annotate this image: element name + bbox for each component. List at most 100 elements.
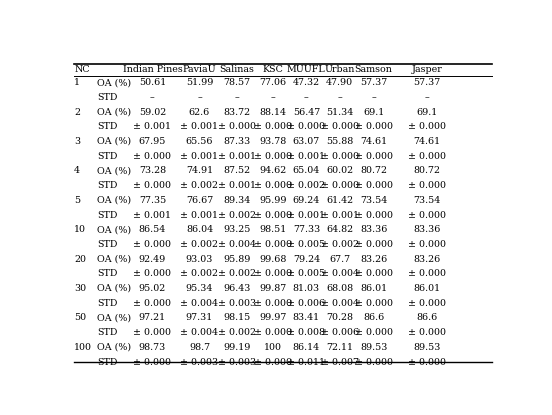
Text: 86.01: 86.01: [413, 284, 440, 293]
Text: ± 0.004: ± 0.004: [321, 269, 359, 278]
Text: 98.51: 98.51: [259, 225, 286, 234]
Text: 20: 20: [74, 255, 86, 264]
Text: ± 0.002: ± 0.002: [181, 181, 219, 190]
Text: ± 0.002: ± 0.002: [218, 328, 256, 337]
Text: ± 0.002: ± 0.002: [288, 181, 326, 190]
Text: ± 0.000: ± 0.000: [407, 210, 445, 220]
Text: 93.03: 93.03: [186, 255, 213, 264]
Text: ± 0.006: ± 0.006: [288, 299, 326, 308]
Text: 69.1: 69.1: [363, 107, 384, 117]
Text: ± 0.000: ± 0.000: [253, 299, 291, 308]
Text: 95.02: 95.02: [139, 284, 166, 293]
Text: ± 0.002: ± 0.002: [218, 269, 256, 278]
Text: ± 0.002: ± 0.002: [321, 240, 359, 249]
Text: 4: 4: [74, 166, 80, 176]
Text: STD: STD: [97, 152, 117, 161]
Text: 89.34: 89.34: [224, 196, 251, 205]
Text: ± 0.000: ± 0.000: [134, 269, 172, 278]
Text: ± 0.000: ± 0.000: [134, 357, 172, 366]
Text: 55.88: 55.88: [326, 137, 353, 146]
Text: STD: STD: [97, 299, 117, 308]
Text: 70.28: 70.28: [326, 313, 353, 322]
Text: 83.41: 83.41: [293, 313, 320, 322]
Text: 80.72: 80.72: [360, 166, 387, 176]
Text: 65.04: 65.04: [293, 166, 320, 176]
Text: ± 0.000: ± 0.000: [218, 122, 256, 131]
Text: ± 0.000: ± 0.000: [134, 152, 172, 161]
Text: 93.25: 93.25: [224, 225, 251, 234]
Text: 97.31: 97.31: [186, 313, 213, 322]
Text: 89.53: 89.53: [360, 343, 388, 352]
Text: 95.99: 95.99: [259, 196, 286, 205]
Text: ± 0.002: ± 0.002: [181, 269, 219, 278]
Text: 95.34: 95.34: [186, 284, 213, 293]
Text: ± 0.000: ± 0.000: [253, 181, 291, 190]
Text: ± 0.006: ± 0.006: [321, 328, 359, 337]
Text: 98.15: 98.15: [224, 313, 251, 322]
Text: 81.03: 81.03: [293, 284, 320, 293]
Text: 99.19: 99.19: [224, 343, 251, 352]
Text: 1: 1: [74, 78, 80, 87]
Text: 47.32: 47.32: [293, 78, 320, 87]
Text: 57.37: 57.37: [360, 78, 387, 87]
Text: ± 0.000: ± 0.000: [253, 357, 291, 366]
Text: ± 0.004: ± 0.004: [321, 299, 359, 308]
Text: ± 0.005: ± 0.005: [288, 269, 326, 278]
Text: ± 0.000: ± 0.000: [407, 152, 445, 161]
Text: OA (%): OA (%): [97, 313, 131, 322]
Text: ± 0.000: ± 0.000: [354, 240, 392, 249]
Text: ± 0.002: ± 0.002: [181, 240, 219, 249]
Text: 30: 30: [74, 284, 86, 293]
Text: ± 0.000: ± 0.000: [134, 328, 172, 337]
Text: 68.08: 68.08: [326, 284, 353, 293]
Text: OA (%): OA (%): [97, 284, 131, 293]
Text: OA (%): OA (%): [97, 255, 131, 264]
Text: ± 0.003: ± 0.003: [181, 357, 219, 366]
Text: STD: STD: [97, 122, 117, 131]
Text: ± 0.000: ± 0.000: [354, 210, 392, 220]
Text: 56.47: 56.47: [293, 107, 320, 117]
Text: 98.73: 98.73: [139, 343, 166, 352]
Text: 86.6: 86.6: [363, 313, 384, 322]
Text: 97.21: 97.21: [139, 313, 166, 322]
Text: ± 0.011: ± 0.011: [288, 357, 326, 366]
Text: ± 0.004: ± 0.004: [218, 240, 256, 249]
Text: 86.6: 86.6: [416, 313, 437, 322]
Text: 88.14: 88.14: [259, 107, 286, 117]
Text: 67.95: 67.95: [139, 137, 166, 146]
Text: 96.43: 96.43: [224, 284, 251, 293]
Text: Urban: Urban: [325, 66, 355, 74]
Text: –: –: [337, 93, 342, 102]
Text: 60.02: 60.02: [326, 166, 353, 176]
Text: OA (%): OA (%): [97, 343, 131, 352]
Text: 72.11: 72.11: [326, 343, 353, 352]
Text: 51.34: 51.34: [326, 107, 353, 117]
Text: STD: STD: [97, 328, 117, 337]
Text: ± 0.000: ± 0.000: [134, 181, 172, 190]
Text: ± 0.000: ± 0.000: [407, 299, 445, 308]
Text: STD: STD: [97, 93, 117, 102]
Text: ± 0.000: ± 0.000: [354, 357, 392, 366]
Text: ± 0.004: ± 0.004: [181, 328, 219, 337]
Text: 87.33: 87.33: [224, 137, 251, 146]
Text: 74.61: 74.61: [360, 137, 387, 146]
Text: ± 0.000: ± 0.000: [134, 240, 172, 249]
Text: STD: STD: [97, 357, 117, 366]
Text: 62.6: 62.6: [189, 107, 210, 117]
Text: 89.53: 89.53: [413, 343, 440, 352]
Text: 100: 100: [74, 343, 92, 352]
Text: 77.33: 77.33: [293, 225, 320, 234]
Text: 2: 2: [74, 107, 80, 117]
Text: OA (%): OA (%): [97, 78, 131, 87]
Text: STD: STD: [97, 269, 117, 278]
Text: ± 0.000: ± 0.000: [407, 269, 445, 278]
Text: MUUFL: MUUFL: [287, 66, 326, 74]
Text: 67.7: 67.7: [329, 255, 351, 264]
Text: 83.36: 83.36: [413, 225, 440, 234]
Text: 92.49: 92.49: [139, 255, 166, 264]
Text: ± 0.000: ± 0.000: [134, 299, 172, 308]
Text: ± 0.000: ± 0.000: [321, 152, 359, 161]
Text: 79.24: 79.24: [293, 255, 320, 264]
Text: 73.54: 73.54: [360, 196, 387, 205]
Text: KSC: KSC: [262, 66, 283, 74]
